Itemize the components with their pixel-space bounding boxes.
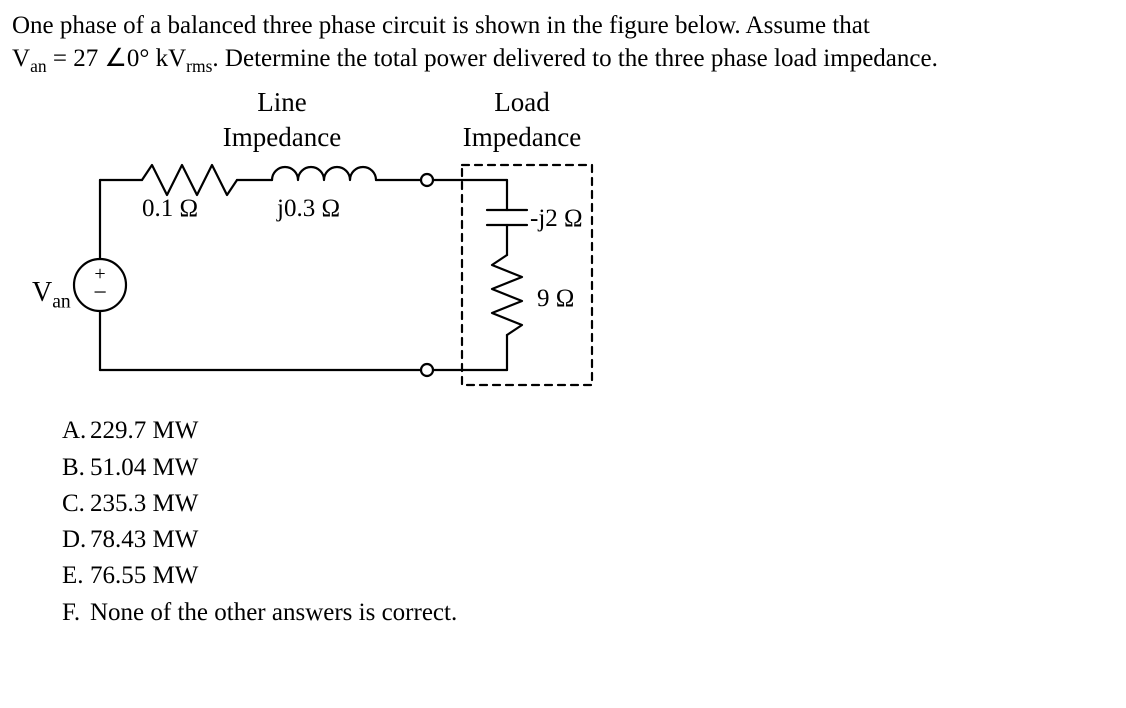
line-inductor-label: j0.3 Ω bbox=[277, 193, 340, 226]
van-lhs: V bbox=[12, 45, 30, 72]
load-impedance-heading: LoadImpedance bbox=[442, 85, 602, 155]
option-c: C.235.3 MW bbox=[62, 486, 1114, 522]
option-d: D.78.43 MW bbox=[62, 522, 1114, 558]
svg-text:−: − bbox=[93, 280, 107, 306]
problem-line1: One phase of a balanced three phase circ… bbox=[12, 12, 870, 39]
van-eq: = 27 ∠0° kV bbox=[47, 45, 187, 72]
problem-line2-tail: . Determine the total power delivered to… bbox=[212, 45, 937, 72]
option-a: A.229.7 MW bbox=[62, 413, 1114, 449]
line-impedance-heading: LineImpedance bbox=[202, 85, 362, 155]
answer-options: A.229.7 MW B.51.04 MW C.235.3 MW D.78.43… bbox=[62, 413, 1114, 631]
circuit-figure: + − bbox=[32, 85, 672, 405]
van-rms: rms bbox=[186, 56, 212, 76]
line-resistor-label: 0.1 Ω bbox=[142, 193, 198, 226]
source-label: Van bbox=[32, 275, 71, 315]
van-sub: an bbox=[30, 56, 47, 76]
problem-statement: One phase of a balanced three phase circ… bbox=[12, 10, 1114, 77]
option-b: B.51.04 MW bbox=[62, 450, 1114, 486]
option-e: E.76.55 MW bbox=[62, 558, 1114, 594]
load-res-label: 9 Ω bbox=[537, 283, 574, 316]
load-cap-label: -j2 Ω bbox=[530, 203, 583, 236]
option-f: F.None of the other answers is correct. bbox=[62, 595, 1114, 631]
